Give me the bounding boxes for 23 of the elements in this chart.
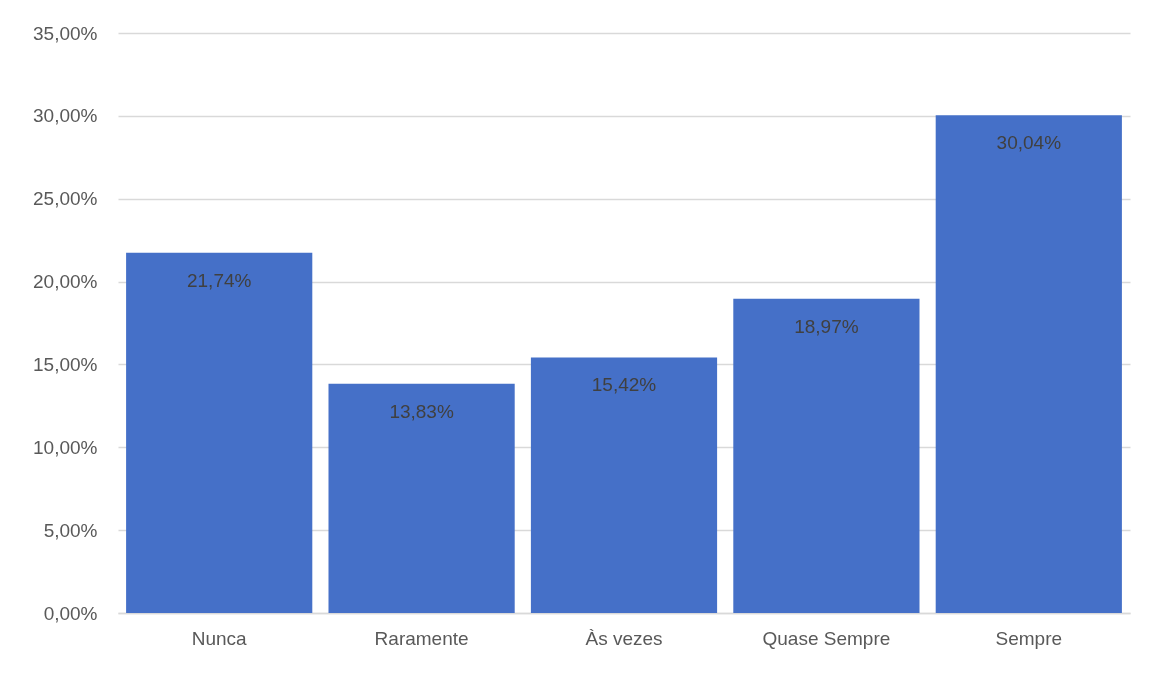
y-tick-label: 15,00% — [33, 353, 98, 375]
x-tick-label: Às vezes — [585, 627, 663, 649]
bar — [328, 383, 515, 613]
x-tick-label: Raramente — [374, 627, 469, 649]
bar — [530, 357, 718, 613]
x-tick-label: Sempre — [995, 627, 1063, 649]
data-label: 30,04% — [996, 132, 1062, 154]
data-label: 13,83% — [389, 400, 454, 422]
y-tick-label: 20,00% — [33, 271, 98, 293]
bar — [935, 115, 1122, 613]
y-tick-label: 35,00% — [33, 22, 98, 44]
x-tick-label: Quase Sempre — [762, 627, 891, 649]
bar — [733, 298, 920, 613]
y-tick-label: 10,00% — [33, 436, 98, 458]
y-tick-label: 5,00% — [43, 519, 98, 541]
data-label: 21,74% — [186, 269, 252, 291]
y-tick-label: 25,00% — [33, 188, 98, 210]
data-label: 15,42% — [591, 374, 657, 396]
y-tick-label: 30,00% — [33, 105, 98, 127]
x-tick-label: Nunca — [191, 627, 248, 649]
y-tick-label: 0,00% — [43, 602, 98, 624]
bar — [126, 252, 313, 613]
data-label: 18,97% — [794, 315, 859, 337]
